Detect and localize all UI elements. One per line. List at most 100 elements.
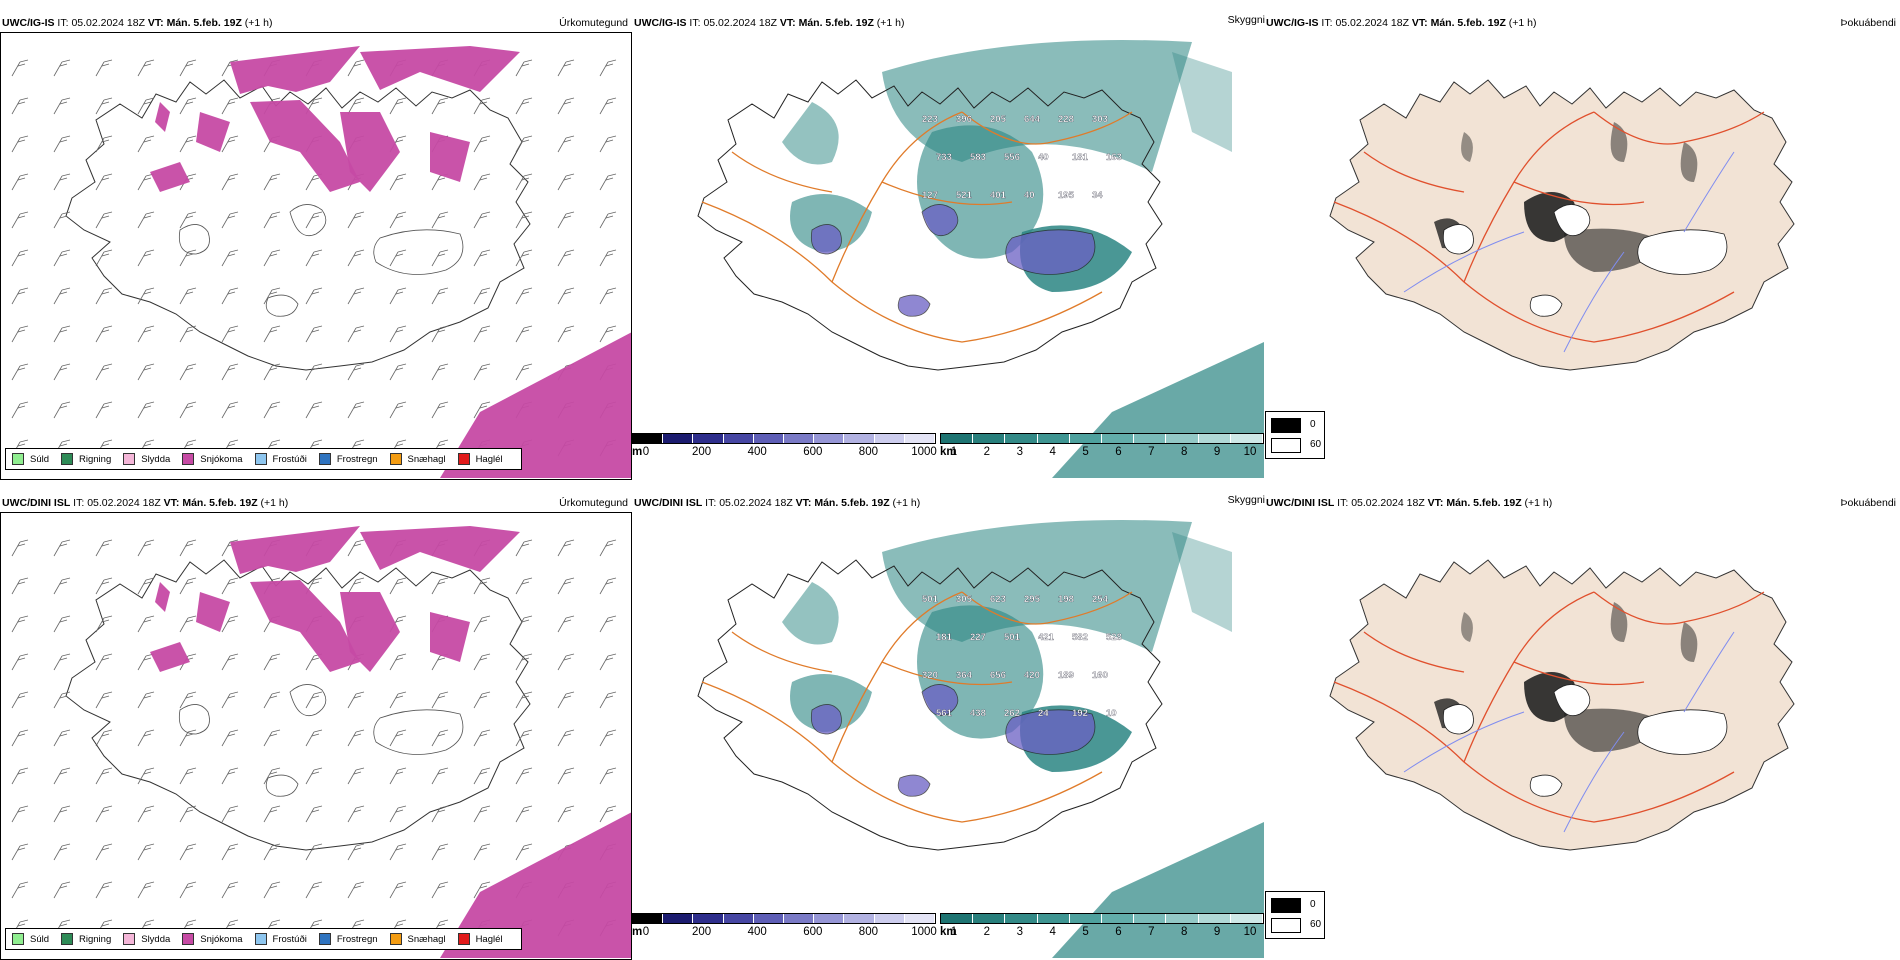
colorbar-tick: 8 [1181, 926, 1188, 938]
legend-item: Frostúði [254, 933, 307, 945]
legend-label: Frostúði [272, 453, 307, 465]
legend-item: Haglél [457, 453, 503, 465]
legend-item: Súld [12, 933, 49, 945]
legend-label: Haglél [475, 453, 503, 465]
colorbar-tick: 3 [1016, 446, 1023, 458]
precip-type-map [11, 46, 632, 478]
fog-panel-bottom: UWC/DINI ISL IT: 05.02.2024 18Z VT: Mán.… [1264, 494, 1896, 956]
legend-label: Rigning [79, 453, 112, 465]
colorbar-tick: 400 [747, 446, 767, 458]
colorbar-tick: 600 [803, 926, 823, 938]
legend-label: Slydda [141, 453, 171, 465]
cloud-base-colorbar: m 0 200 400 600 800 1000 [632, 433, 937, 469]
legend-item: Frostregn [318, 453, 378, 465]
cloud-base-label: 305 [956, 594, 973, 605]
visibility-colorbar: km 1 2 3 4 5 6 7 8 9 10 [940, 433, 1264, 469]
panel-header: UWC/DINI ISL IT: 05.02.2024 18Z VT: Mán.… [2, 497, 289, 509]
colorbar-tick: 200 [692, 926, 712, 938]
legend-label: Snjókoma [200, 933, 243, 945]
fog-index-map [1329, 79, 1795, 371]
colorbar-tick: 9 [1213, 926, 1221, 938]
legend-item: Snjókoma [182, 933, 243, 945]
cloud-base-label: 644 [1024, 114, 1041, 125]
panel-title: Skyggni [1227, 14, 1265, 26]
precip-type-map [11, 526, 632, 958]
legend-label: Súld [30, 453, 50, 465]
cloud-base-label: 582 [1072, 632, 1088, 643]
cloud-base-label: 396 [956, 114, 972, 125]
legend-swatch [182, 933, 195, 945]
colorbar-tick: 1000 [911, 446, 937, 458]
legend-item: Snjókoma [182, 453, 243, 465]
cloud-base-colorbar: m 0 200 400 600 800 1000 [632, 913, 937, 949]
cloud-base-label: 34 [1092, 190, 1103, 201]
cloud-base-label: 198 [1058, 594, 1074, 605]
colorbar-tick: 1 [950, 926, 958, 938]
fog-key: 0 60 [1265, 891, 1325, 939]
cloud-base-label: 181 [936, 632, 953, 643]
legend-item: Slydda [123, 453, 170, 465]
panel-title: Skyggni [1227, 494, 1265, 506]
legend-label: Frostregn [336, 453, 378, 465]
legend-label: Slydda [141, 933, 171, 945]
cloud-base-label: 160 [1092, 670, 1108, 681]
fog-panel-top: UWC/IG-IS IT: 05.02.2024 18Z VT: Mán. 5.… [1264, 14, 1896, 476]
cloud-base-label: 733 [936, 152, 952, 163]
panel-header: UWC/IG-IS IT: 05.02.2024 18Z VT: Mán. 5.… [2, 17, 273, 29]
legend-label: Súld [30, 933, 50, 945]
cloud-base-label: 656 [990, 670, 1006, 681]
precip-panel-top: UWC/IG-IS IT: 05.02.2024 18Z VT: Mán. 5.… [0, 14, 632, 480]
colorbar-tick: 7 [1148, 446, 1155, 458]
legend-item: Frostregn [318, 933, 378, 945]
panel-title: Úrkomutegund [559, 497, 628, 509]
visibility-colorbar: km 1 2 3 4 5 6 7 8 9 10 [940, 913, 1264, 949]
cloud-base-label: 181 [1072, 152, 1089, 163]
cloud-base-label: 438 [970, 708, 986, 719]
cloud-base-label: 223 [922, 114, 938, 125]
colorbar-tick: 200 [692, 446, 712, 458]
colorbar-tick: 3 [1016, 926, 1023, 938]
cloud-base-label: 501 [1004, 632, 1021, 643]
precip-panel-bottom: UWC/DINI ISL IT: 05.02.2024 18Z VT: Mán.… [0, 494, 632, 960]
legend-item: Snæhagl [389, 453, 446, 465]
panel-header: UWC/IG-IS IT: 05.02.2024 18Z VT: Mán. 5.… [634, 17, 905, 29]
legend-swatch [12, 933, 24, 945]
legend-label: Snæhagl [407, 933, 446, 945]
colorbar-tick: 4 [1049, 926, 1056, 938]
colorbar-tick: 6 [1115, 926, 1122, 938]
legend-item: Rigning [61, 453, 111, 465]
colorbar-tick: 6 [1115, 446, 1122, 458]
legend-swatch [123, 933, 136, 945]
colorbar-tick: 800 [858, 926, 878, 938]
cloud-base-label: 189 [1058, 670, 1074, 681]
legend-swatch [254, 453, 267, 465]
colorbar-tick: 2 [983, 446, 991, 458]
colorbar-tick: 7 [1148, 926, 1155, 938]
legend-swatch [389, 933, 402, 945]
cloud-base-label: 227 [970, 632, 986, 643]
colorbar-tick: 1000 [911, 926, 937, 938]
cloud-base-label: 421 [1038, 632, 1055, 643]
legend-item: Haglél [457, 933, 503, 945]
colorbar-tick: 9 [1213, 446, 1221, 458]
cloud-base-label: 24 [1038, 708, 1049, 719]
legend-swatch [123, 453, 136, 465]
legend-item: Slydda [123, 933, 170, 945]
cloud-base-label: 556 [1004, 152, 1020, 163]
legend-swatch [61, 933, 74, 945]
legend-swatch [318, 453, 331, 465]
panel-header: UWC/IG-IS IT: 05.02.2024 18Z VT: Mán. 5.… [1266, 17, 1537, 29]
panel-header: UWC/DINI ISL IT: 05.02.2024 18Z VT: Mán.… [634, 497, 921, 509]
colorbar-tick: 5 [1082, 446, 1089, 458]
cloud-base-label: 40 [1024, 190, 1035, 201]
fog-key: 0 60 [1265, 411, 1325, 459]
cloud-base-label: 320 [922, 670, 938, 681]
cloud-base-label: 127 [922, 190, 938, 201]
visibility-panel-bottom: UWC/DINI ISL IT: 05.02.2024 18Z VT: Mán.… [632, 494, 1265, 958]
visibility-panel-top: UWC/IG-IS IT: 05.02.2024 18Z VT: Mán. 5.… [632, 14, 1265, 478]
cloud-base-label: 195 [1058, 190, 1075, 201]
legend-item: Snæhagl [389, 933, 446, 945]
cloud-base-label: 40 [1038, 152, 1049, 163]
